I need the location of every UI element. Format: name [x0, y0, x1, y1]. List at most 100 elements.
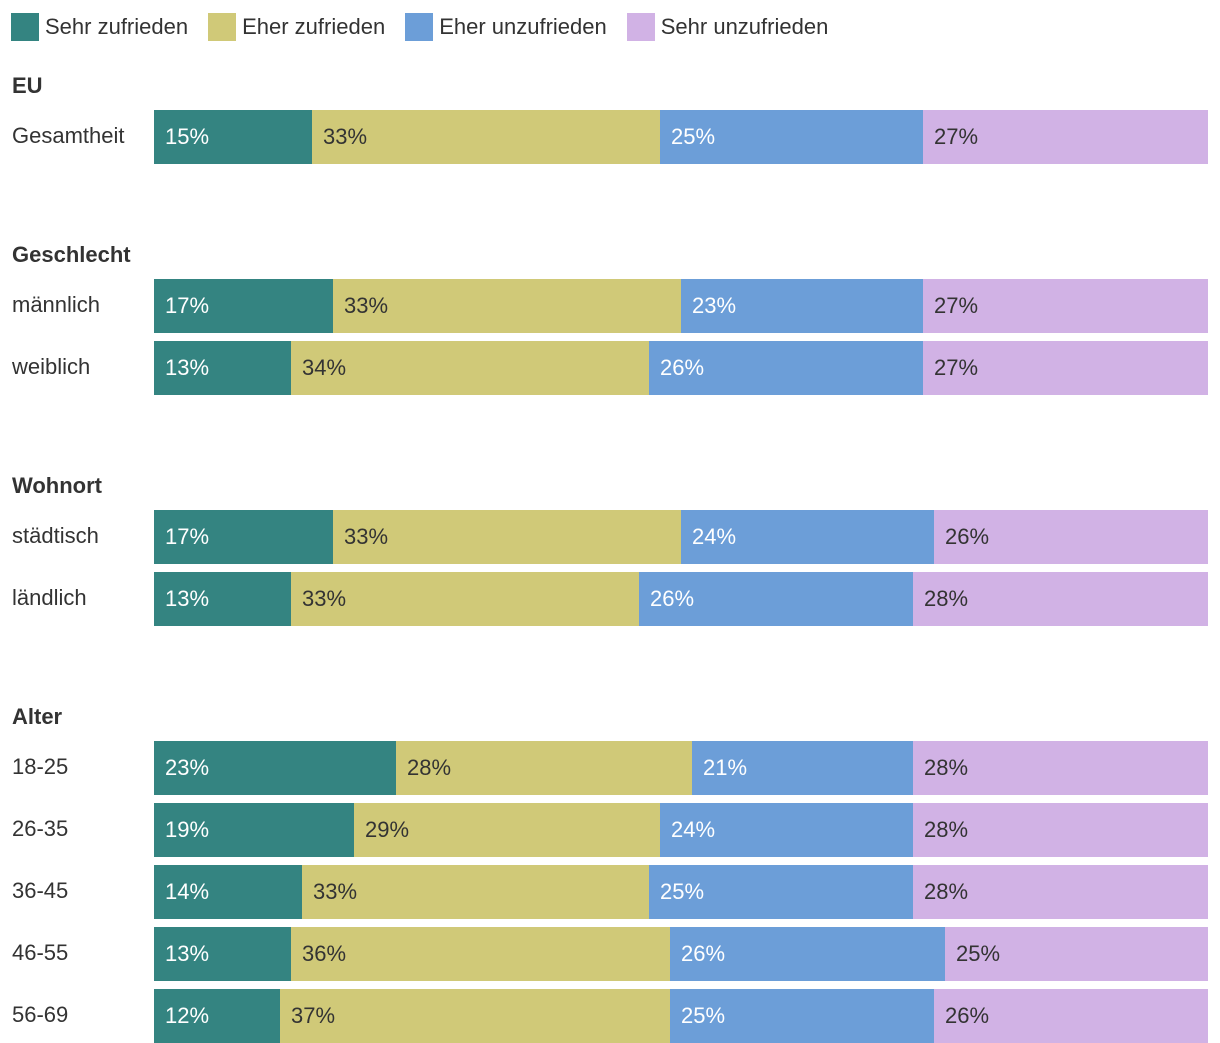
- bar-segment: 33%: [333, 510, 681, 564]
- stacked-bar: 17% 33% 23% 27%: [154, 279, 1208, 333]
- data-label: 28%: [924, 879, 969, 904]
- group-title: Alter: [12, 704, 63, 729]
- stacked-bar-chart: EU Gesamtheit 15% 33% 25% 27% Geschlecht männli…: [12, 73, 1208, 1043]
- bar-segment: 21%: [692, 741, 913, 795]
- bar-segment: 23%: [154, 741, 396, 795]
- data-label: 24%: [671, 817, 716, 842]
- bar-segment: 25%: [660, 110, 923, 164]
- group-title: Wohnort: [12, 473, 103, 498]
- data-label: 27%: [934, 355, 979, 380]
- bar-segment: 36%: [291, 927, 670, 981]
- bar-segment: 24%: [681, 510, 934, 564]
- data-label: 33%: [344, 293, 389, 318]
- bar-segment: 19%: [154, 803, 354, 857]
- row-label: 26-35: [12, 816, 69, 841]
- bar-segment: 28%: [913, 865, 1208, 919]
- legend-swatch: [626, 13, 655, 41]
- data-label: 26%: [660, 355, 705, 380]
- data-label: 14%: [165, 879, 210, 904]
- data-label: 25%: [671, 124, 716, 149]
- stacked-bar: 12% 37% 25% 26%: [154, 989, 1208, 1043]
- bar-segment: 26%: [639, 572, 913, 626]
- bar-segment: 28%: [913, 803, 1208, 857]
- bar-segment: 24%: [660, 803, 913, 857]
- bar-segment: 26%: [934, 510, 1208, 564]
- data-label: 26%: [945, 524, 990, 549]
- bar-segment: 25%: [649, 865, 913, 919]
- bar-segment: 13%: [154, 927, 291, 981]
- legend-label: Sehr zufrieden: [45, 14, 189, 39]
- row-label: 46-55: [12, 940, 69, 965]
- data-label: 33%: [344, 524, 389, 549]
- bar-segment: 13%: [154, 572, 291, 626]
- bar-segment: 25%: [670, 989, 934, 1043]
- bar-segment: 37%: [280, 989, 670, 1043]
- data-label: 25%: [660, 879, 705, 904]
- stacked-bar: 13% 36% 26% 25%: [154, 927, 1208, 981]
- legend-item: Eher unzufrieden: [405, 13, 607, 41]
- chart-legend: Sehr zufrieden Eher zufrieden Eher unzufri…: [11, 12, 848, 42]
- data-label: 17%: [165, 524, 210, 549]
- legend-label: Sehr unzufrieden: [660, 14, 829, 39]
- bar-segment: 26%: [649, 341, 923, 395]
- bar-segment: 26%: [670, 927, 945, 981]
- group-title: Geschlecht: [12, 242, 131, 267]
- stacked-bar: 13% 33% 26% 28%: [154, 572, 1208, 626]
- data-label: 33%: [323, 124, 368, 149]
- data-label: 12%: [165, 1003, 210, 1028]
- data-label: 28%: [924, 586, 969, 611]
- data-label: 25%: [681, 1003, 726, 1028]
- bar-segment: 14%: [154, 865, 302, 919]
- bar-segment: 26%: [934, 989, 1208, 1043]
- bar-segment: 15%: [154, 110, 312, 164]
- row-label: 56-69: [12, 1002, 69, 1027]
- bar-segment: 33%: [333, 279, 681, 333]
- legend-item: Sehr unzufrieden: [626, 13, 829, 41]
- data-label: 17%: [165, 293, 210, 318]
- bar-segment: 27%: [923, 341, 1208, 395]
- data-label: 13%: [165, 941, 210, 966]
- bar-segment: 17%: [154, 510, 333, 564]
- bar-segment: 23%: [681, 279, 923, 333]
- bar-segment: 13%: [154, 341, 291, 395]
- bar-segment: 29%: [354, 803, 660, 857]
- stacked-bar: 13% 34% 26% 27%: [154, 341, 1208, 395]
- bar-segment: 25%: [945, 927, 1208, 981]
- bar-segment: 28%: [396, 741, 692, 795]
- data-label: 26%: [681, 941, 726, 966]
- bar-segment: 12%: [154, 989, 280, 1043]
- row-label: Gesamtheit: [12, 123, 125, 148]
- stacked-bar: 17% 33% 24% 26%: [154, 510, 1208, 564]
- data-label: 28%: [924, 817, 969, 842]
- data-label: 23%: [165, 755, 210, 780]
- row-label: 36-45: [12, 878, 69, 903]
- legend-item: Eher zufrieden: [208, 13, 385, 41]
- data-label: 26%: [945, 1003, 990, 1028]
- data-label: 28%: [924, 755, 969, 780]
- legend-swatch: [405, 13, 434, 41]
- bar-segment: 28%: [913, 741, 1208, 795]
- bar-segment: 33%: [291, 572, 639, 626]
- row-label: männlich: [12, 292, 101, 317]
- bar-segment: 33%: [312, 110, 660, 164]
- group-title: EU: [12, 73, 43, 98]
- data-label: 33%: [302, 586, 347, 611]
- data-label: 13%: [165, 355, 210, 380]
- row-label: ländlich: [12, 585, 87, 610]
- stacked-bar: 14% 33% 25% 28%: [154, 865, 1208, 919]
- data-label: 15%: [165, 124, 210, 149]
- legend-label: Eher unzufrieden: [439, 14, 607, 39]
- data-label: 37%: [291, 1003, 336, 1028]
- legend-swatch: [208, 13, 237, 41]
- data-label: 26%: [650, 586, 695, 611]
- row-label: 18-25: [12, 754, 69, 779]
- data-label: 25%: [956, 941, 1001, 966]
- bar-segment: 33%: [302, 865, 649, 919]
- data-label: 33%: [313, 879, 358, 904]
- data-label: 13%: [165, 586, 210, 611]
- stacked-bar: 23% 28% 21% 28%: [154, 741, 1208, 795]
- data-label: 36%: [302, 941, 347, 966]
- bar-segment: 28%: [913, 572, 1208, 626]
- data-label: 27%: [934, 293, 979, 318]
- data-label: 27%: [934, 124, 979, 149]
